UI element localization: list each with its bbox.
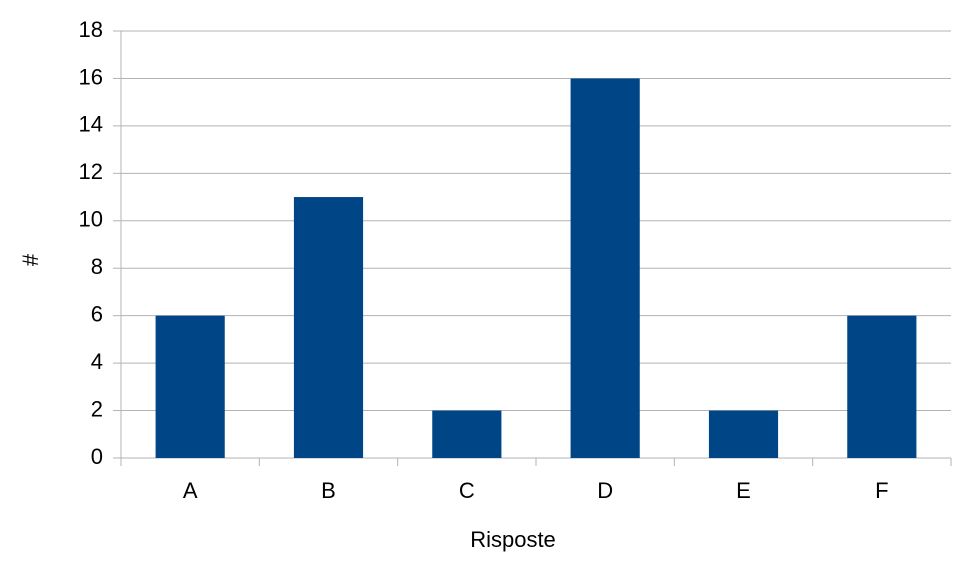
bar <box>570 78 640 458</box>
x-axis-label: Risposte <box>470 527 556 552</box>
y-axis-label: # <box>18 253 43 266</box>
bar <box>708 410 779 458</box>
x-tick-label: D <box>597 478 613 503</box>
y-tick-label: 12 <box>79 159 103 184</box>
x-tick-label: B <box>321 478 336 503</box>
y-tick-label: 2 <box>91 396 103 421</box>
y-tick-label: 16 <box>79 64 103 89</box>
y-tick-label: 18 <box>79 17 103 42</box>
y-tick-label: 10 <box>79 207 103 232</box>
y-tick-label: 6 <box>91 301 103 326</box>
bar <box>847 315 917 458</box>
y-tick-label: 4 <box>91 349 103 374</box>
x-tick-label: A <box>183 478 198 503</box>
y-tick-label: 0 <box>91 444 103 469</box>
bar <box>293 197 364 459</box>
x-tick-label: C <box>459 478 475 503</box>
y-tick-label: 8 <box>91 254 103 279</box>
bar <box>432 410 502 458</box>
x-tick-label: F <box>875 478 888 503</box>
x-tick-label: E <box>736 478 751 503</box>
bar <box>155 315 225 458</box>
y-tick-label: 14 <box>79 112 103 137</box>
